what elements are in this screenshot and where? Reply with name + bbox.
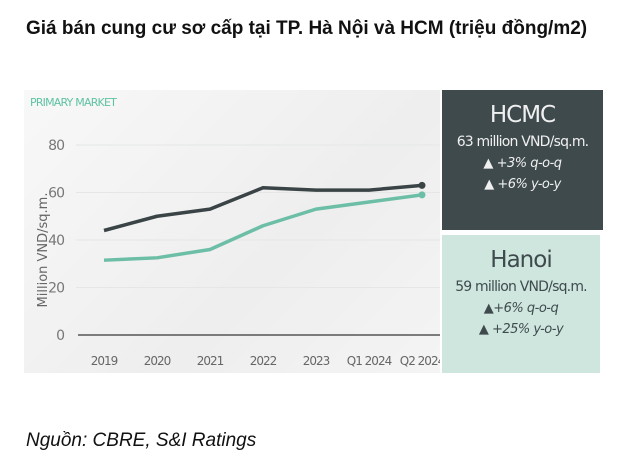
chart-subtitle: PRIMARY MARKET (30, 96, 117, 109)
hcmc-price: 63 million VND/sq.m. (456, 134, 589, 150)
y-tick-label: 0 (56, 328, 64, 344)
chart-panel (24, 90, 440, 373)
series-end-point-hanoi (418, 191, 426, 199)
hanoi-city: Hanoi (490, 247, 552, 273)
up-triangle-icon: ▲ (483, 156, 493, 171)
hanoi-yoy: +25% y-o-y (491, 322, 564, 337)
hanoi-price: 59 million VND/sq.m. (455, 279, 587, 295)
up-triangle-icon: ▲ (484, 177, 494, 192)
y-tick-label: 60 (48, 186, 64, 202)
line-chart: PRIMARY MARKET 0 20 40 60 80 Million VND/sq.m.… (30, 96, 440, 368)
series-line-hcmc (103, 183, 423, 233)
hanoi-summary-box: Hanoi 59 million VND/sq.m. ▲+6% q-o-q ▲ … (442, 235, 600, 373)
x-tick-label: 2020 (144, 354, 171, 368)
chart-title: Giá bán cung cư sơ cấp tại TP. Hà Nội và… (26, 18, 588, 39)
x-tick-label: Q1 2024 (347, 354, 392, 368)
hcmc-yoy: +6% y-o-y (497, 177, 561, 192)
up-triangle-icon: ▲ (483, 301, 494, 316)
y-tick-label: 40 (48, 233, 64, 249)
x-tick-label: 2023 (303, 354, 330, 368)
source-note: Nguồn: CBRE, S&I Ratings (26, 430, 257, 451)
hcmc-city: HCMC (489, 102, 556, 128)
series-end-point-hcmc (418, 181, 426, 189)
up-triangle-icon: ▲ (478, 322, 489, 337)
x-tick-label: 2022 (250, 354, 277, 368)
hcmc-summary-box: HCMC 63 million VND/sq.m. ▲ +3% q-o-q ▲ … (442, 90, 603, 230)
x-tick-label: 2019 (91, 354, 118, 368)
y-axis-label: Million VND/sq.m. (36, 193, 51, 308)
series-line-hanoi (103, 193, 423, 262)
hcmc-qoq: +3% q-o-q (496, 156, 563, 171)
y-tick-label: 20 (48, 281, 64, 297)
x-tick-label: Q2 2024 (400, 354, 440, 368)
x-tick-label: 2021 (197, 354, 224, 368)
y-tick-label: 80 (48, 138, 64, 154)
hanoi-qoq: +6% q-o-q (493, 301, 559, 316)
